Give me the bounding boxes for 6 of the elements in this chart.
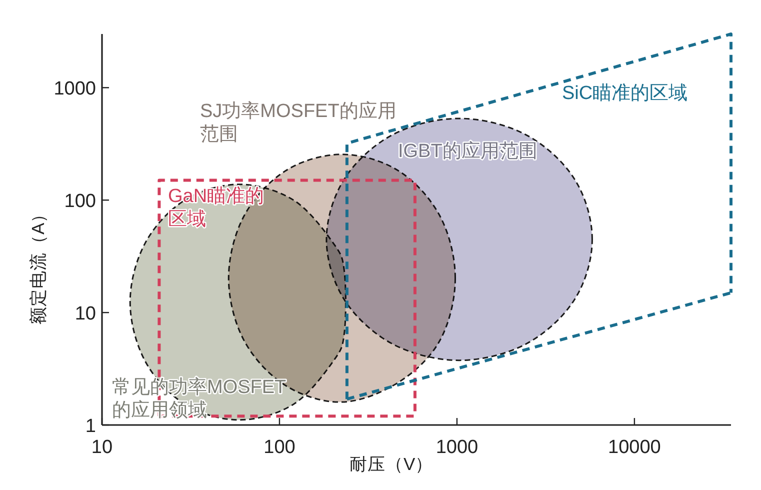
annotation: GaN瞄准的区域 (168, 186, 264, 230)
annotation: SJ功率MOSFET的应用范围 (200, 101, 396, 145)
ylabel: 额定电流（A） (28, 204, 48, 325)
annotation: SiC瞄准的区域 (562, 83, 688, 104)
xlabel: 耐压（V） (350, 454, 434, 474)
annotation: IGBT的应用范围 (398, 141, 538, 162)
